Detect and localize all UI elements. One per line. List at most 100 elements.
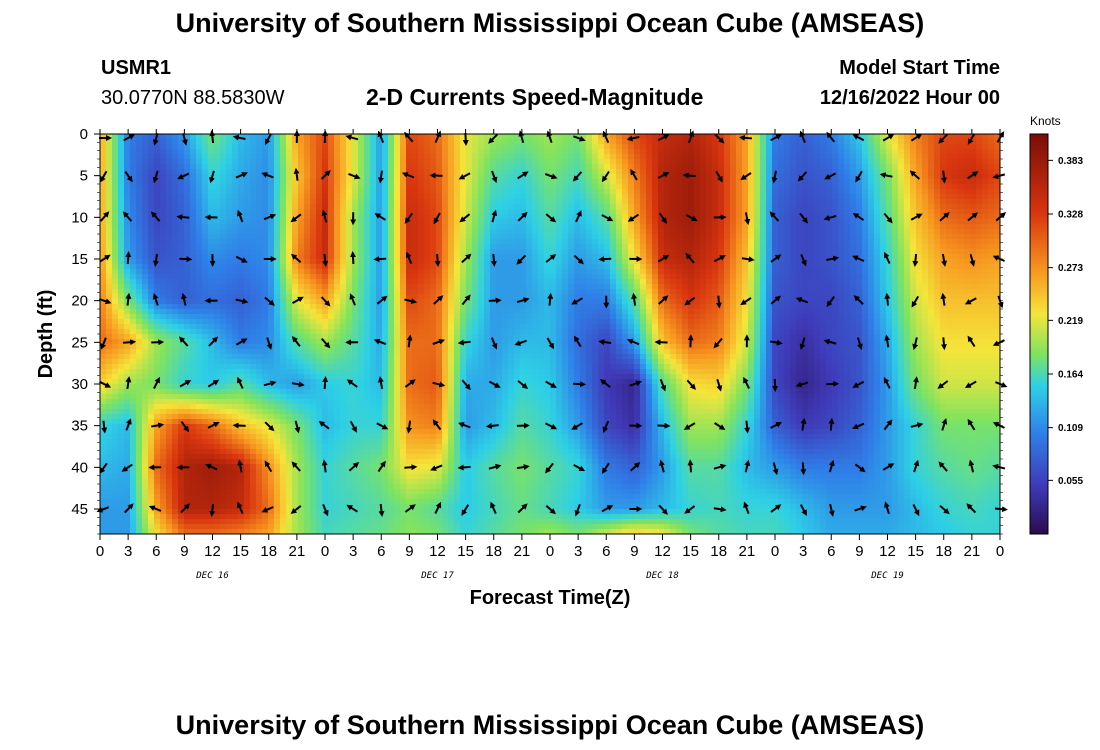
heatmap-cell [346, 284, 353, 290]
heatmap-cell [736, 249, 743, 255]
heatmap-cell [460, 234, 467, 240]
heatmap-cell [952, 224, 959, 230]
heatmap-cell [862, 214, 869, 220]
heatmap-cell [682, 179, 689, 185]
heatmap-cell [706, 269, 713, 275]
heatmap-cell [514, 269, 521, 275]
heatmap-cell [472, 269, 479, 275]
heatmap-cell [376, 224, 383, 230]
heatmap-cell [754, 284, 761, 290]
heatmap-cell [916, 204, 923, 210]
heatmap-cell [304, 289, 311, 295]
heatmap-cell [934, 164, 941, 170]
heatmap-cell [178, 284, 185, 290]
heatmap-cell [562, 209, 569, 215]
heatmap-cell [934, 239, 941, 245]
heatmap-cell [238, 284, 245, 290]
heatmap-cell [994, 179, 1001, 185]
heatmap-cell [850, 204, 857, 210]
heatmap-cell [592, 229, 599, 235]
heatmap-cell [244, 239, 251, 245]
heatmap-cell [274, 164, 281, 170]
chart-title: University of Southern Mississippi Ocean… [175, 8, 925, 38]
heatmap-cell [532, 189, 539, 195]
heatmap-cell [682, 184, 689, 190]
heatmap-cell [472, 249, 479, 255]
heatmap-cell [826, 284, 833, 290]
heatmap-cell [610, 239, 617, 245]
heatmap-cell [154, 154, 161, 160]
heatmap-cell [790, 184, 797, 190]
heatmap-cell [370, 154, 377, 160]
heatmap-cell [922, 139, 929, 145]
heatmap-cell [952, 289, 959, 295]
heatmap-cell [928, 144, 935, 150]
heatmap-cell [298, 189, 305, 195]
heatmap-cell [916, 199, 923, 205]
heatmap-cell [106, 154, 113, 160]
heatmap-cell [328, 134, 335, 140]
heatmap-cell [346, 259, 353, 265]
heatmap-cell [904, 244, 911, 250]
heatmap-cell [298, 154, 305, 160]
heatmap-cell [784, 169, 791, 175]
heatmap-cell [220, 139, 227, 145]
heatmap-cell [760, 269, 767, 275]
heatmap-cell [280, 154, 287, 160]
heatmap-cell [268, 224, 275, 230]
heatmap-cell [958, 284, 965, 290]
heatmap-cell [292, 279, 299, 285]
heatmap-cell [946, 159, 953, 165]
heatmap-cell [472, 239, 479, 245]
heatmap-cell [340, 259, 347, 265]
heatmap-cell [178, 164, 185, 170]
heatmap-cell [442, 239, 449, 245]
heatmap-cell [256, 214, 263, 220]
heatmap-cell [316, 199, 323, 205]
heatmap-cell [634, 229, 641, 235]
heatmap-cell [412, 254, 419, 260]
heatmap-cell [652, 279, 659, 285]
heatmap-cell [442, 224, 449, 230]
heatmap-cell [736, 154, 743, 160]
heatmap-cell [112, 144, 119, 150]
heatmap-cell [424, 249, 431, 255]
heatmap-cell [538, 249, 545, 255]
heatmap-cell [334, 144, 341, 150]
heatmap-cell [790, 224, 797, 230]
heatmap-cell [370, 144, 377, 150]
heatmap-cell [850, 159, 857, 165]
heatmap-cell [208, 284, 215, 290]
heatmap-cell [958, 144, 965, 150]
heatmap-cell [298, 224, 305, 230]
heatmap-cell [160, 134, 167, 140]
heatmap-cell [634, 284, 641, 290]
heatmap-cell [412, 219, 419, 225]
heatmap-cell [910, 204, 917, 210]
heatmap-cell [172, 269, 179, 275]
heatmap-cell [694, 169, 701, 175]
heatmap-cell [502, 134, 509, 140]
heatmap-cell [676, 149, 683, 155]
heatmap-cell [646, 264, 653, 270]
heatmap-cell [382, 149, 389, 155]
heatmap-cell [508, 194, 515, 200]
heatmap-cell [766, 164, 773, 170]
heatmap-cell [910, 284, 917, 290]
heatmap-cell [808, 164, 815, 170]
heatmap-cell [778, 259, 785, 265]
heatmap-cell [208, 184, 215, 190]
heatmap-cell [898, 199, 905, 205]
heatmap-cell [136, 139, 143, 145]
heatmap-cell [130, 149, 137, 155]
heatmap-cell [598, 164, 605, 170]
heatmap-cell [142, 234, 149, 240]
heatmap-cell [604, 149, 611, 155]
heatmap-cell [124, 279, 131, 285]
heatmap-cell [928, 199, 935, 205]
heatmap-cell [412, 169, 419, 175]
heatmap-cell [916, 154, 923, 160]
heatmap-cell [616, 269, 623, 275]
heatmap-cell [766, 239, 773, 245]
heatmap-cell [346, 249, 353, 255]
